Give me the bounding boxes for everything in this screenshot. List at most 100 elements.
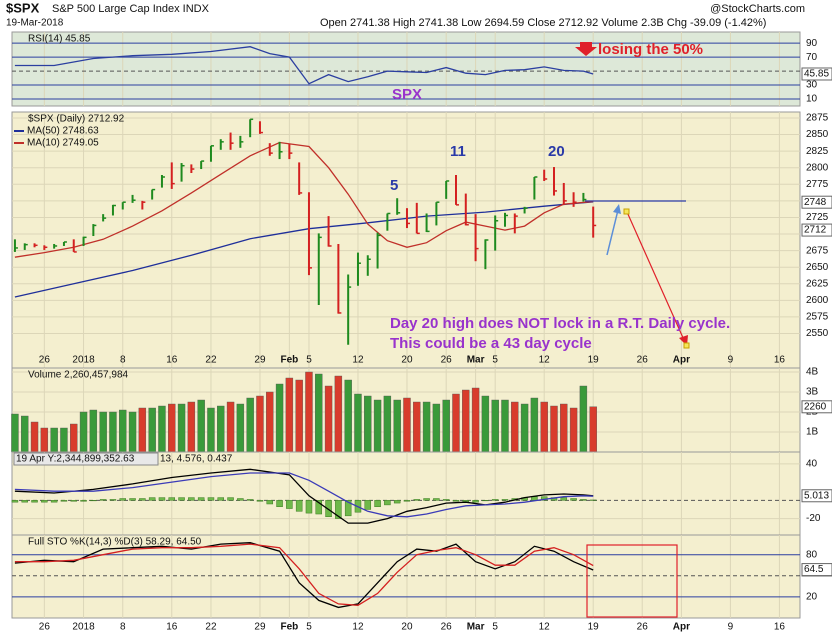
histogram-bar <box>501 499 509 501</box>
brand: @StockCharts.com <box>710 3 805 15</box>
histogram-bar <box>217 497 225 501</box>
blue-arrowhead <box>613 204 621 214</box>
y-tick-label: 80 <box>806 549 818 560</box>
cycle-day: 11 <box>450 143 466 160</box>
note-cycle: Day 20 high does NOT lock in a R.T. Dail… <box>390 315 731 352</box>
x-tick-label-bottom: 2018 <box>72 622 95 633</box>
histogram-bar <box>129 498 136 501</box>
histogram-bar <box>315 500 323 515</box>
histogram-bar <box>491 499 499 501</box>
x-tick-label: 9 <box>728 355 734 366</box>
x-tick-label-bottom: 5 <box>306 622 312 633</box>
series-line <box>14 46 594 85</box>
price-tag-bg <box>801 400 832 414</box>
histogram-bar <box>70 500 77 502</box>
y-tick-label: 2775 <box>806 179 829 190</box>
series-line <box>14 472 594 518</box>
y-tick-label: 2550 <box>806 328 829 339</box>
histogram-bar <box>570 498 577 501</box>
x-tick-label: 26 <box>637 355 649 366</box>
histogram-bar <box>472 500 479 503</box>
note-losing: losing the 50% <box>598 41 703 58</box>
x-tick-label-bottom: 22 <box>205 622 217 633</box>
histogram-bar <box>393 500 401 504</box>
histogram-bar <box>335 500 342 519</box>
histogram-bar <box>423 498 430 501</box>
y-tick-label: 90 <box>806 38 818 49</box>
histogram-bar <box>207 497 215 501</box>
histogram-bar <box>80 500 87 502</box>
y-tick-label: 40 <box>806 458 818 469</box>
x-tick-label-bottom: 9 <box>728 622 734 633</box>
histogram-bar <box>31 500 38 503</box>
y-tick-label: -20 <box>806 513 821 524</box>
histogram-bar <box>286 500 293 509</box>
y-tick-label: 2875 <box>806 113 829 124</box>
price-tag: 2712 <box>804 225 827 236</box>
legend-entry: MA(10) 2749.05 <box>27 138 99 149</box>
header-bg <box>0 0 832 30</box>
histogram-bar <box>119 498 127 501</box>
histogram-bar <box>237 498 244 501</box>
y-tick-label: 4B <box>806 367 819 378</box>
x-tick-label-bottom: 26 <box>637 622 649 633</box>
x-tick-label-bottom: 19 <box>588 622 600 633</box>
x-tick-label: Mar <box>467 355 485 366</box>
y-tick-label: 30 <box>806 80 818 91</box>
x-tick-label-bottom: 16 <box>166 622 178 633</box>
x-tick-label: 22 <box>205 355 217 366</box>
red-arrow <box>626 211 685 341</box>
histogram-bar <box>276 500 283 507</box>
x-tick-label: Apr <box>673 355 690 366</box>
histogram-bar <box>11 500 19 503</box>
y-tick-label: 2850 <box>806 129 829 140</box>
panel-bg <box>11 451 801 536</box>
y-tick-label: 3B <box>806 387 819 398</box>
histogram-bar <box>580 499 587 501</box>
highlight-box <box>586 544 678 618</box>
histogram-bar <box>109 499 117 501</box>
y-tick-label: 2675 <box>806 245 829 256</box>
histogram-bar <box>413 499 421 501</box>
x-tick-label-bottom: 26 <box>39 622 51 633</box>
histogram-bar <box>41 500 48 503</box>
series-line <box>14 543 594 606</box>
histogram-bar <box>168 497 176 501</box>
note-spx: SPX <box>392 86 422 103</box>
cycle-day: 20 <box>548 143 565 160</box>
tooltip: 19 Apr Y:2,344,899,352.63 <box>16 454 135 465</box>
histogram-bar <box>403 500 411 502</box>
legend-entry: MA(50) 2748.63 <box>27 126 99 137</box>
histogram-bar <box>99 499 107 501</box>
price-tag: 5.013 <box>804 490 829 501</box>
y-tick-label: 2825 <box>806 146 829 157</box>
histogram-bar <box>227 497 234 501</box>
x-tick-label-bottom: 29 <box>254 622 266 633</box>
histogram-bar <box>178 497 185 501</box>
x-tick-label-bottom: Mar <box>467 622 485 633</box>
panels: 10 30 70 90 RSI(14) 45.85 45.85 2550 2575 2600 26… <box>11 31 832 633</box>
histogram-bar <box>344 500 352 517</box>
x-tick-label: 12 <box>539 355 551 366</box>
series-line <box>14 468 594 524</box>
x-tick-label-bottom: 8 <box>120 622 126 633</box>
panel-title: $SPX (Daily) 2712.92 <box>28 114 125 125</box>
x-tick-label: 2018 <box>72 355 95 366</box>
x-tick-label: 20 <box>401 355 413 366</box>
date: 19-Mar-2018 <box>6 18 64 29</box>
marker <box>683 342 690 349</box>
histogram-bar <box>452 500 460 502</box>
histogram-bar <box>482 500 489 502</box>
histogram-bar <box>148 497 156 501</box>
histogram-bar <box>246 499 254 501</box>
price-tag: 64.5 <box>804 564 824 575</box>
cycle-day: 5 <box>390 177 398 194</box>
histogram-bar <box>158 497 166 501</box>
histogram-bar <box>139 498 146 501</box>
panel-bg <box>11 31 801 107</box>
histogram-bar <box>295 500 303 512</box>
x-tick-label-bottom: 5 <box>492 622 498 633</box>
histogram-bar <box>188 497 195 501</box>
x-tick-label-bottom: 12 <box>539 622 551 633</box>
quote: Open 2741.38 High 2741.38 Low 2694.59 Cl… <box>320 17 766 29</box>
